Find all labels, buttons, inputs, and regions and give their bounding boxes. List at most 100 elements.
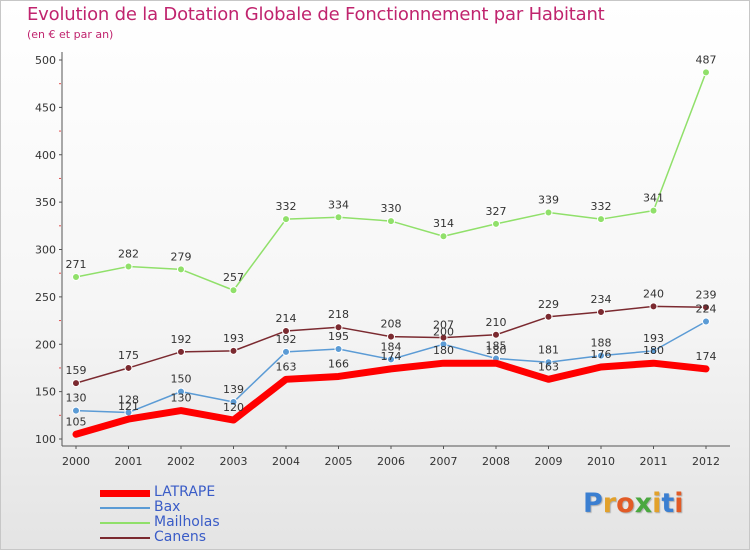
data-point-mailholas — [492, 219, 500, 228]
data-label-bax: 200 — [433, 325, 454, 338]
logo-letter: t — [661, 488, 675, 519]
data-point-canens — [492, 330, 500, 339]
data-label-latrape: 163 — [276, 360, 297, 373]
data-label-latrape: 163 — [538, 360, 559, 373]
data-label-latrape: 105 — [66, 415, 87, 428]
x-tick-label: 2002 — [167, 455, 195, 468]
data-label-canens: 234 — [591, 293, 612, 306]
data-label-canens: 207 — [433, 319, 454, 332]
x-tick-label: 2012 — [692, 455, 720, 468]
data-point-bax — [282, 347, 290, 356]
series-line-latrape — [72, 359, 710, 438]
data-point-mailholas — [282, 215, 290, 224]
legend-swatch — [100, 522, 150, 524]
legend-label: LATRAPE — [154, 484, 216, 500]
x-tick-label: 2010 — [587, 455, 615, 468]
y-tick-label: 100 — [35, 433, 56, 446]
data-label-latrape: 176 — [591, 348, 612, 361]
x-tick-label: 2011 — [640, 455, 668, 468]
data-label-bax: 188 — [591, 337, 612, 350]
data-label-bax: 192 — [276, 333, 297, 346]
x-tick-label: 2001 — [115, 455, 143, 468]
y-tick-label: 250 — [35, 291, 56, 304]
y-tick-label: 450 — [35, 101, 56, 114]
data-label-latrape: 120 — [223, 401, 244, 414]
x-tick-label: 2005 — [325, 455, 353, 468]
data-label-mailholas: 332 — [591, 200, 612, 213]
y-tick-label: 300 — [35, 244, 56, 257]
data-label-latrape: 180 — [433, 344, 454, 357]
data-label-latrape: 180 — [643, 344, 664, 357]
data-label-mailholas: 279 — [171, 250, 192, 263]
legend-label: Bax — [154, 499, 181, 515]
data-label-canens: 240 — [643, 287, 664, 300]
y-tick-label: 500 — [35, 54, 56, 67]
data-point-mailholas — [544, 208, 553, 217]
data-label-latrape: 174 — [381, 350, 402, 363]
logo-letter: o — [616, 488, 635, 519]
chart-title: Evolution de la Dotation Globale de Fonc… — [27, 4, 605, 25]
data-label-bax: 224 — [696, 303, 717, 316]
data-label-canens: 193 — [223, 332, 244, 345]
data-point-bax — [544, 358, 553, 367]
data-point-bax — [334, 344, 343, 353]
data-label-bax: 193 — [643, 332, 664, 345]
data-point-bax — [387, 355, 395, 364]
data-label-mailholas: 339 — [538, 194, 559, 207]
y-tick-label: 350 — [35, 196, 56, 209]
data-label-latrape: 121 — [118, 400, 139, 413]
data-point-canens — [439, 333, 448, 342]
data-label-mailholas: 257 — [223, 271, 244, 284]
logo-letter: i — [652, 488, 662, 519]
data-point-canens — [649, 302, 658, 311]
y-tick-label: 200 — [35, 338, 56, 351]
data-point-canens — [229, 346, 238, 355]
data-point-mailholas — [229, 286, 238, 295]
data-label-mailholas: 334 — [328, 198, 349, 211]
data-label-bax: 184 — [381, 340, 402, 353]
y-tick-label: 400 — [35, 149, 56, 162]
data-label-bax: 195 — [328, 330, 349, 343]
data-point-bax — [597, 351, 605, 360]
data-point-mailholas — [597, 215, 605, 224]
data-label-canens: 239 — [696, 288, 717, 301]
data-label-mailholas: 314 — [433, 217, 454, 230]
logo-letter: r — [602, 488, 617, 519]
data-point-bax — [649, 346, 658, 355]
data-point-canens — [387, 332, 395, 341]
x-tick-label: 2008 — [482, 455, 510, 468]
data-label-latrape: 180 — [486, 344, 507, 357]
data-label-bax: 128 — [118, 393, 139, 406]
legend-swatch — [100, 507, 150, 509]
data-point-mailholas — [387, 217, 395, 226]
data-point-canens — [72, 379, 80, 388]
x-tick-label: 2006 — [377, 455, 405, 468]
data-label-mailholas: 282 — [118, 248, 139, 261]
data-point-bax — [177, 387, 185, 396]
data-label-bax: 185 — [486, 339, 507, 352]
data-point-mailholas — [702, 68, 710, 77]
y-tick-label: 150 — [35, 386, 56, 399]
data-label-bax: 150 — [171, 373, 192, 386]
data-label-mailholas: 487 — [696, 53, 717, 66]
legend-swatch — [100, 537, 150, 539]
data-label-canens: 210 — [486, 316, 507, 329]
data-label-mailholas: 330 — [381, 202, 402, 215]
data-label-latrape: 174 — [696, 350, 717, 363]
logo-letter: i — [674, 488, 684, 519]
data-label-bax: 130 — [66, 392, 87, 405]
data-point-canens — [597, 308, 605, 317]
x-tick-label: 2003 — [220, 455, 248, 468]
x-tick-label: 2009 — [535, 455, 563, 468]
data-label-canens: 218 — [328, 308, 349, 321]
data-point-bax — [229, 398, 238, 407]
data-label-bax: 139 — [223, 383, 244, 396]
data-point-canens — [544, 312, 553, 321]
proxiti-logo: Proxiti — [583, 488, 684, 519]
data-point-bax — [72, 406, 80, 415]
data-label-latrape: 166 — [328, 357, 349, 370]
data-point-canens — [177, 347, 185, 356]
data-point-mailholas — [649, 206, 658, 215]
data-point-mailholas — [72, 272, 80, 281]
